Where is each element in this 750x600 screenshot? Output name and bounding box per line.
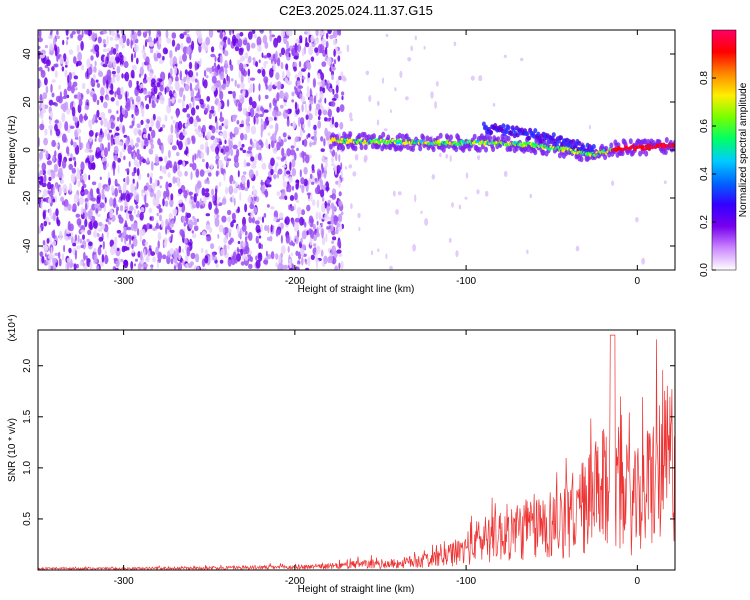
snr-x-tick-label: -200 bbox=[285, 576, 305, 587]
heatmap-x-tick-label: -200 bbox=[285, 276, 305, 287]
colorbar-tick-label: 0.6 bbox=[699, 119, 710, 133]
heatmap-cells bbox=[38, 30, 675, 270]
heatmap-x-label: Height of straight line (km) bbox=[298, 284, 415, 295]
heatmap-x-tick-label: -100 bbox=[456, 276, 476, 287]
colorbar-tick-label: 0.0 bbox=[699, 263, 710, 277]
snr-panel: -300 -200 -100 0 0.5 1.0 1.5 2.0 Height of str… bbox=[7, 314, 676, 595]
colorbar-tick-label: 0.2 bbox=[699, 215, 710, 229]
snr-plot-area bbox=[37, 334, 675, 571]
colorbar-frame bbox=[711, 29, 737, 271]
colorbar-tick-label: 0.4 bbox=[699, 167, 710, 181]
snr-y-tick-label: 1.5 bbox=[22, 409, 33, 423]
snr-x-ticks: -300 -200 -100 0 bbox=[114, 330, 641, 587]
colorbar-tick-label: 0.8 bbox=[699, 71, 710, 85]
snr-y-tick-label: 2.0 bbox=[22, 358, 33, 372]
heatmap-y-tick-label: -40 bbox=[22, 238, 33, 253]
snr-y-ticks: 0.5 1.0 1.5 2.0 bbox=[22, 358, 675, 526]
snr-series-line bbox=[37, 334, 675, 571]
colorbar: 0.0 0.2 0.4 0.6 0.8 Normalized spectral ampl… bbox=[699, 29, 749, 277]
snr-x-tick-label: -300 bbox=[114, 576, 134, 587]
colorbar-gradient bbox=[712, 30, 736, 270]
figure-title: C2E3.2025.024.11.37.G15 bbox=[279, 3, 433, 18]
heatmap-x-tick-label: -300 bbox=[114, 276, 134, 287]
snr-scale-note: (x10⁴) bbox=[7, 314, 18, 341]
heatmap-y-tick-label: 0 bbox=[22, 147, 33, 153]
heatmap-x-ticks: -300 -200 -100 0 bbox=[114, 30, 641, 287]
heatmap-y-tick-label: 20 bbox=[22, 96, 33, 108]
colorbar-ticks: 0.0 0.2 0.4 0.6 0.8 bbox=[699, 71, 716, 277]
heatmap-plot-area bbox=[38, 30, 675, 270]
colorbar-label: Normalized spectral amplitude bbox=[738, 82, 749, 217]
snr-y-tick-label: 0.5 bbox=[22, 512, 33, 526]
snr-y-label: SNR (10 * v/v) bbox=[7, 418, 18, 482]
snr-frame bbox=[37, 329, 676, 571]
heatmap-y-label: Frequency (Hz) bbox=[7, 116, 18, 185]
snr-y-tick-label: 1.0 bbox=[22, 460, 33, 474]
heatmap-y-tick-label: -20 bbox=[22, 190, 33, 205]
heatmap-x-tick-label: 0 bbox=[635, 276, 641, 287]
snr-x-tick-label: 0 bbox=[635, 576, 641, 587]
snr-x-label: Height of straight line (km) bbox=[298, 584, 415, 595]
heatmap-y-ticks: -40 -20 0 20 40 bbox=[22, 48, 675, 253]
heatmap-y-tick-label: 40 bbox=[22, 48, 33, 60]
snr-x-tick-label: -100 bbox=[456, 576, 476, 587]
